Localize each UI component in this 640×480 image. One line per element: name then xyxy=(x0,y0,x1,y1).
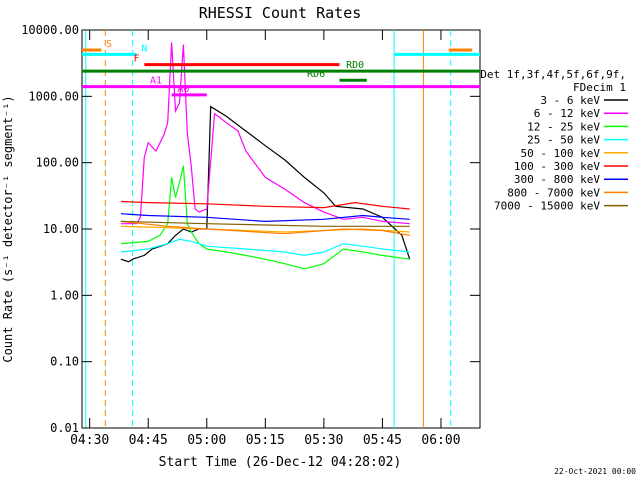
series-line-300-800-kev xyxy=(120,213,410,223)
x-tick-label: 05:45 xyxy=(363,433,402,448)
y-tick-label: 100.00 xyxy=(36,156,79,170)
flag-label-a0: A0 xyxy=(177,84,189,95)
x-tick-label: 05:30 xyxy=(304,433,343,448)
footer-timestamp: 22-Oct-2021 00:00 xyxy=(554,467,636,476)
series-line-800-7000-kev xyxy=(120,220,410,236)
legend-entry-25-50-kev: 25 - 50 keV xyxy=(527,134,600,147)
x-tick-label: 05:00 xyxy=(187,433,226,448)
y-tick-label: 10.00 xyxy=(43,222,79,236)
legend-entry-300-800-kev: 300 - 800 keV xyxy=(514,173,600,186)
legend-entry-50-100-kev: 50 - 100 keV xyxy=(521,147,601,160)
series-line-25-50-kev xyxy=(120,238,410,257)
series-line-12-25-kev xyxy=(120,165,410,270)
legend: Det 1f,3f,4f,5f,6f,9f,FDecim 13 - 6 keV6… xyxy=(480,68,628,213)
series-layer xyxy=(120,42,411,270)
y-tick-label: 0.01 xyxy=(50,421,79,435)
x-tick-label: 06:00 xyxy=(421,433,460,448)
series-line-7000-15000-kev xyxy=(120,220,410,227)
y-axis-label: Count Rate (s⁻¹ detector⁻¹ segment⁻¹) xyxy=(1,95,15,362)
legend-header-1: Det 1f,3f,4f,5f,6f,9f, xyxy=(480,68,626,81)
y-tick-label: 1000.00 xyxy=(28,89,79,103)
legend-header-2: FDecim 1 xyxy=(573,81,626,94)
chart-title: RHESSI Count Rates xyxy=(199,4,362,22)
legend-entry-100-300-kev: 100 - 300 keV xyxy=(514,160,600,173)
series-line-100-300-kev xyxy=(120,200,410,210)
y-tick-label: 0.10 xyxy=(50,355,79,369)
x-axis-label: Start Time (26-Dec-12 04:28:02) xyxy=(159,455,402,470)
flag-label-rd6: RD6 xyxy=(307,69,325,80)
legend-entry-800-7000-kev: 800 - 7000 keV xyxy=(507,186,600,199)
flag-label-s: S xyxy=(106,39,112,50)
y-tick-label: 10000.00 xyxy=(21,23,79,37)
series-line-6-12-kev xyxy=(120,42,410,225)
x-tick-label: 04:30 xyxy=(70,433,109,448)
series-line-3-6-kev xyxy=(120,105,411,263)
flag-label-rd0: RD0 xyxy=(346,60,364,71)
x-tick-label: 04:45 xyxy=(129,433,168,448)
axes-layer: 04:30 04:45 05:00 05:15 05:30 05:45 06:00 0.01 0… xyxy=(21,23,480,448)
legend-entry-3-6-kev: 3 - 6 keV xyxy=(540,94,600,107)
flags-layer: S NF RD0 RD6 A1 A0 xyxy=(82,39,480,97)
legend-entry-7000-15000-kev: 7000 - 15000 keV xyxy=(494,200,600,213)
legend-entry-6-12-kev: 6 - 12 keV xyxy=(534,107,601,120)
y-tick-label: 1.00 xyxy=(50,288,79,302)
x-tick-label: 05:15 xyxy=(246,433,285,448)
flag-label-n: N xyxy=(141,43,147,54)
flag-label-a1: A1 xyxy=(150,76,162,87)
flag-label-f: F xyxy=(133,54,139,65)
legend-entry-12-25-kev: 12 - 25 keV xyxy=(527,120,600,133)
